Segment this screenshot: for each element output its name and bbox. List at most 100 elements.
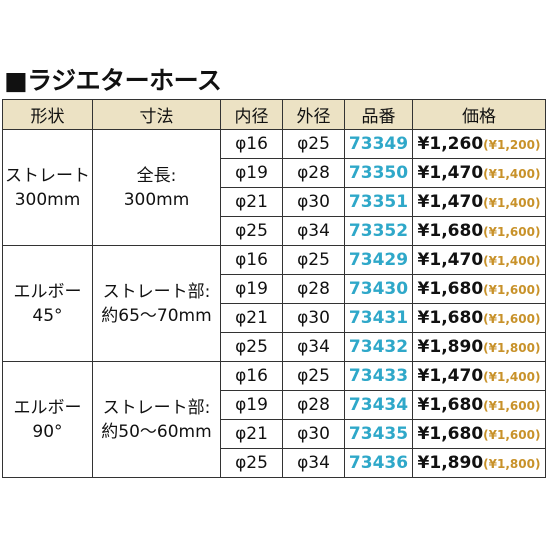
shape-line: 90° [32, 421, 63, 442]
inner-diameter-cell: φ16 [220, 361, 283, 391]
outer-diameter-cell: φ34 [282, 448, 345, 478]
part-number-cell: 73351 [344, 187, 413, 217]
price-cell: ¥1,260(¥1,200) [412, 129, 546, 159]
price-excl-tax: (¥1,800) [483, 341, 541, 355]
part-number-cell: 73434 [344, 390, 413, 420]
price-incl-tax: ¥1,470 [417, 192, 484, 212]
shape-line: 300mm [14, 189, 81, 210]
outer-diameter-cell: φ30 [282, 187, 345, 217]
size-line: 全長: [136, 165, 177, 186]
table-row: ストレート 300mm 全長: 300mm φ16 φ25 73349 ¥1,260(¥1,2… [2, 129, 546, 246]
price-incl-tax: ¥1,680 [417, 308, 484, 328]
part-number-cell: 73435 [344, 419, 413, 449]
inner-diameter-cell: φ25 [220, 216, 283, 246]
table-row: φ19 φ28 73430 ¥1,680(¥1,600) [3, 274, 546, 304]
outer-diameter-cell: φ28 [282, 274, 345, 304]
part-number-cell: 73349 [344, 129, 413, 159]
table-row: φ25 φ34 73436 ¥1,890(¥1,800) [3, 448, 546, 478]
price-incl-tax: ¥1,890 [417, 337, 484, 357]
price-incl-tax: ¥1,680 [417, 279, 484, 299]
price-cell: ¥1,890(¥1,800) [412, 448, 546, 478]
price-cell: ¥1,680(¥1,600) [412, 419, 546, 449]
price-excl-tax: (¥1,400) [483, 370, 541, 384]
outer-diameter-cell: φ25 [282, 129, 345, 159]
outer-diameter-cell: φ25 [282, 361, 345, 391]
price-incl-tax: ¥1,260 [417, 134, 484, 154]
page-title: ■ラジエターホース [4, 66, 222, 95]
shape-cell: ストレート 300mm [2, 129, 93, 246]
size-cell: ストレート部: 約65〜70mm [92, 245, 221, 362]
shape-cell: エルボー 45° [2, 245, 93, 362]
size-line: 約65〜70mm [101, 305, 212, 326]
inner-diameter-cell: φ21 [220, 419, 283, 449]
header-price: 価格 [412, 99, 546, 130]
price-cell: ¥1,470(¥1,400) [412, 361, 546, 391]
table-header-row: 形状 寸法 内径 外径 品番 価格 [2, 99, 546, 130]
inner-diameter-cell: φ19 [220, 274, 283, 304]
part-number-cell: 73431 [344, 303, 413, 333]
price-cell: ¥1,680(¥1,600) [412, 274, 546, 304]
inner-diameter-cell: φ19 [220, 158, 283, 188]
header-part-number: 品番 [344, 99, 413, 130]
part-number-cell: 73430 [344, 274, 413, 304]
price-cell: ¥1,470(¥1,400) [412, 245, 546, 275]
outer-diameter-cell: φ28 [282, 158, 345, 188]
part-number-cell: 73433 [344, 361, 413, 391]
price-cell: ¥1,680(¥1,600) [412, 390, 546, 420]
price-cell: ¥1,470(¥1,400) [412, 158, 546, 188]
table-row: φ25 φ34 73432 ¥1,890(¥1,800) [3, 332, 546, 362]
shape-line: 45° [32, 305, 63, 326]
table-row: φ21 φ30 73435 ¥1,680(¥1,600) [3, 419, 546, 449]
size-line: ストレート部: [102, 281, 211, 302]
price-excl-tax: (¥1,800) [483, 457, 541, 471]
price-incl-tax: ¥1,680 [417, 424, 484, 444]
header-outer-diameter: 外径 [282, 99, 345, 130]
inner-diameter-cell: φ21 [220, 303, 283, 333]
size-line: 300mm [123, 189, 190, 210]
price-cell: ¥1,890(¥1,800) [412, 332, 546, 362]
price-incl-tax: ¥1,680 [417, 221, 484, 241]
price-excl-tax: (¥1,400) [483, 254, 541, 268]
price-cell: ¥1,680(¥1,600) [412, 303, 546, 333]
size-line: ストレート部: [102, 397, 211, 418]
price-incl-tax: ¥1,470 [417, 250, 484, 270]
table-row: エルボー 90° ストレート部: 約50〜60mm φ16 φ25 73433 ¥1,470(… [2, 361, 546, 478]
shape-line: エルボー [13, 281, 82, 302]
header-inner-diameter: 内径 [220, 99, 283, 130]
table-row: φ19 φ28 73350 ¥1,470(¥1,400) [3, 158, 546, 188]
part-number-cell: 73432 [344, 332, 413, 362]
price-excl-tax: (¥1,200) [483, 138, 541, 152]
part-number-cell: 73350 [344, 158, 413, 188]
price-incl-tax: ¥1,890 [417, 453, 484, 473]
part-number-cell: 73352 [344, 216, 413, 246]
size-cell: 全長: 300mm [92, 129, 221, 246]
price-excl-tax: (¥1,600) [483, 312, 541, 326]
price-cell: ¥1,470(¥1,400) [412, 187, 546, 217]
outer-diameter-cell: φ34 [282, 216, 345, 246]
price-incl-tax: ¥1,470 [417, 366, 484, 386]
price-excl-tax: (¥1,400) [483, 196, 541, 210]
price-cell: ¥1,680(¥1,600) [412, 216, 546, 246]
price-excl-tax: (¥1,400) [483, 167, 541, 181]
part-number-cell: 73429 [344, 245, 413, 275]
outer-diameter-cell: φ25 [282, 245, 345, 275]
inner-diameter-cell: φ16 [220, 129, 283, 159]
price-excl-tax: (¥1,600) [483, 428, 541, 442]
size-line: 約50〜60mm [101, 421, 212, 442]
radiator-hose-table: 形状 寸法 内径 外径 品番 価格 ストレート 300mm 全長: 300mm φ16 φ… [2, 99, 546, 478]
outer-diameter-cell: φ28 [282, 390, 345, 420]
inner-diameter-cell: φ19 [220, 390, 283, 420]
header-shape: 形状 [2, 99, 93, 130]
price-excl-tax: (¥1,600) [483, 399, 541, 413]
shape-line: エルボー [13, 397, 82, 418]
header-size: 寸法 [92, 99, 221, 130]
price-incl-tax: ¥1,470 [417, 163, 484, 183]
inner-diameter-cell: φ16 [220, 245, 283, 275]
part-number-cell: 73436 [344, 448, 413, 478]
inner-diameter-cell: φ25 [220, 448, 283, 478]
inner-diameter-cell: φ21 [220, 187, 283, 217]
price-excl-tax: (¥1,600) [483, 225, 541, 239]
shape-cell: エルボー 90° [2, 361, 93, 478]
table-row: エルボー 45° ストレート部: 約65〜70mm φ16 φ25 73429 ¥1,470(… [2, 245, 546, 362]
price-excl-tax: (¥1,600) [483, 283, 541, 297]
